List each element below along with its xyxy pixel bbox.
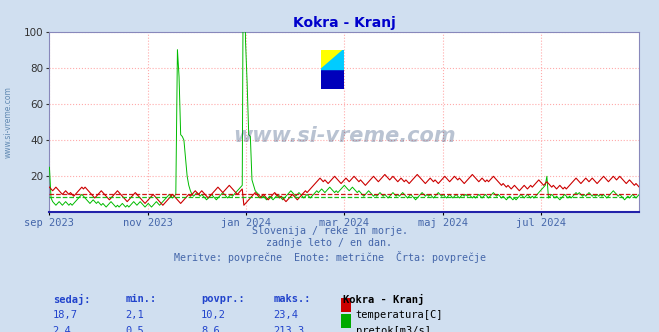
Text: 0,5: 0,5 [125, 326, 144, 332]
Text: temperatura[C]: temperatura[C] [356, 310, 444, 320]
Polygon shape [321, 69, 344, 89]
Text: 23,4: 23,4 [273, 310, 299, 320]
Text: 18,7: 18,7 [53, 310, 78, 320]
Text: zadnje leto / en dan.: zadnje leto / en dan. [266, 238, 393, 248]
Text: www.si-vreme.com: www.si-vreme.com [233, 126, 455, 146]
Polygon shape [321, 49, 344, 69]
Text: 10,2: 10,2 [201, 310, 226, 320]
Title: Kokra - Kranj: Kokra - Kranj [293, 16, 395, 30]
Text: pretok[m3/s]: pretok[m3/s] [356, 326, 431, 332]
Text: Meritve: povprečne  Enote: metrične  Črta: povprečje: Meritve: povprečne Enote: metrične Črta:… [173, 251, 486, 263]
Text: 8,6: 8,6 [201, 326, 219, 332]
Text: 213,3: 213,3 [273, 326, 304, 332]
Text: sedaj:: sedaj: [53, 294, 90, 305]
Text: povpr.:: povpr.: [201, 294, 244, 304]
Polygon shape [321, 49, 344, 69]
Text: 2,4: 2,4 [53, 326, 71, 332]
Text: 2,1: 2,1 [125, 310, 144, 320]
Text: maks.:: maks.: [273, 294, 311, 304]
Text: Slovenija / reke in morje.: Slovenija / reke in morje. [252, 226, 407, 236]
Text: min.:: min.: [125, 294, 156, 304]
Text: www.si-vreme.com: www.si-vreme.com [4, 86, 13, 158]
Text: Kokra - Kranj: Kokra - Kranj [343, 294, 424, 305]
